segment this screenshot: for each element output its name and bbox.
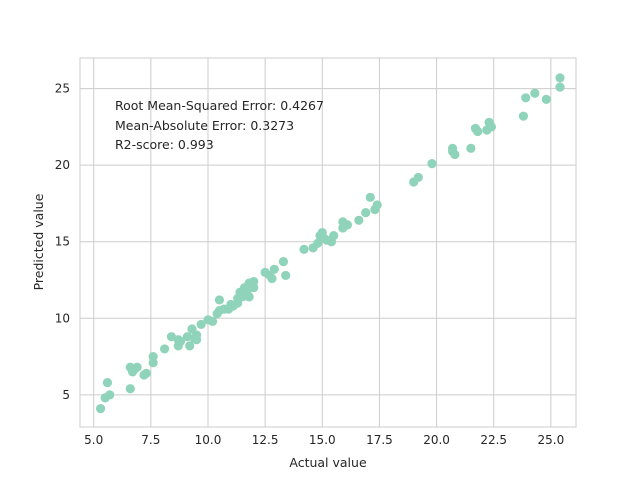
- data-point: [281, 270, 291, 281]
- x-tick-label: 25.0: [537, 433, 564, 447]
- data-point: [413, 172, 423, 183]
- data-point: [207, 316, 218, 326]
- y-tick-label: 25: [55, 82, 70, 96]
- data-point: [244, 292, 254, 302]
- x-tick-label: 20.0: [423, 433, 450, 447]
- data-point: [555, 82, 565, 92]
- y-tick-label: 20: [55, 158, 70, 172]
- data-point: [329, 231, 339, 241]
- annotation-r2: R2-score: 0.993: [115, 137, 214, 152]
- data-point: [372, 200, 382, 210]
- data-point: [102, 377, 113, 388]
- data-point: [447, 143, 458, 153]
- y-tick-label: 15: [55, 235, 70, 249]
- data-point: [148, 351, 158, 362]
- data-point: [555, 73, 565, 83]
- x-tick-label: 22.5: [480, 433, 507, 447]
- x-tick-label: 7.5: [141, 433, 160, 447]
- x-tick-label: 12.5: [252, 433, 279, 447]
- data-point: [541, 94, 551, 104]
- data-point: [125, 384, 135, 394]
- data-point: [185, 341, 195, 351]
- data-point: [249, 283, 259, 293]
- data-point: [182, 332, 193, 342]
- data-point: [105, 390, 115, 400]
- data-point: [196, 319, 206, 330]
- data-point: [365, 192, 375, 202]
- x-tick-labels: 5.0 7.5 10.0 12.5 15.0 17.5 20.0 22.5 25.0: [84, 433, 564, 447]
- data-point: [159, 344, 170, 354]
- y-tick-label: 10: [55, 311, 70, 325]
- data-point: [342, 220, 353, 230]
- y-tick-label: 5: [62, 388, 70, 402]
- x-tick-label: 10.0: [195, 433, 222, 447]
- y-axis-label: Predicted value: [31, 193, 46, 290]
- data-point: [486, 122, 497, 132]
- data-point: [141, 368, 151, 379]
- x-tick-label: 5.0: [84, 433, 103, 447]
- data-point: [95, 404, 106, 414]
- plot-frame: [79, 57, 577, 428]
- data-point: [466, 143, 476, 153]
- data-point: [267, 273, 277, 284]
- data-point: [191, 335, 202, 345]
- data-point: [361, 208, 371, 218]
- annotation-rmse: Root Mean-Squared Error: 0.4267: [115, 98, 324, 113]
- data-point: [269, 264, 279, 274]
- data-point: [166, 332, 177, 342]
- x-axis-label: Actual value: [289, 455, 367, 470]
- data-point: [518, 111, 529, 121]
- data-point: [427, 159, 437, 169]
- data-point: [473, 126, 483, 137]
- data-point: [313, 238, 323, 248]
- data-point: [299, 244, 309, 254]
- annotation-mae: Mean-Absolute Error: 0.3273: [115, 118, 294, 133]
- data-point: [530, 88, 540, 98]
- data-point: [132, 362, 142, 372]
- data-point: [521, 93, 531, 103]
- x-tick-label: 15.0: [309, 433, 336, 447]
- data-point: [354, 215, 364, 225]
- data-points: [95, 73, 565, 414]
- x-tick-label: 17.5: [366, 433, 393, 447]
- data-point: [214, 295, 225, 305]
- y-tick-labels: 5 10 15 20 25: [55, 82, 70, 402]
- data-point: [278, 257, 289, 267]
- data-point: [175, 336, 186, 346]
